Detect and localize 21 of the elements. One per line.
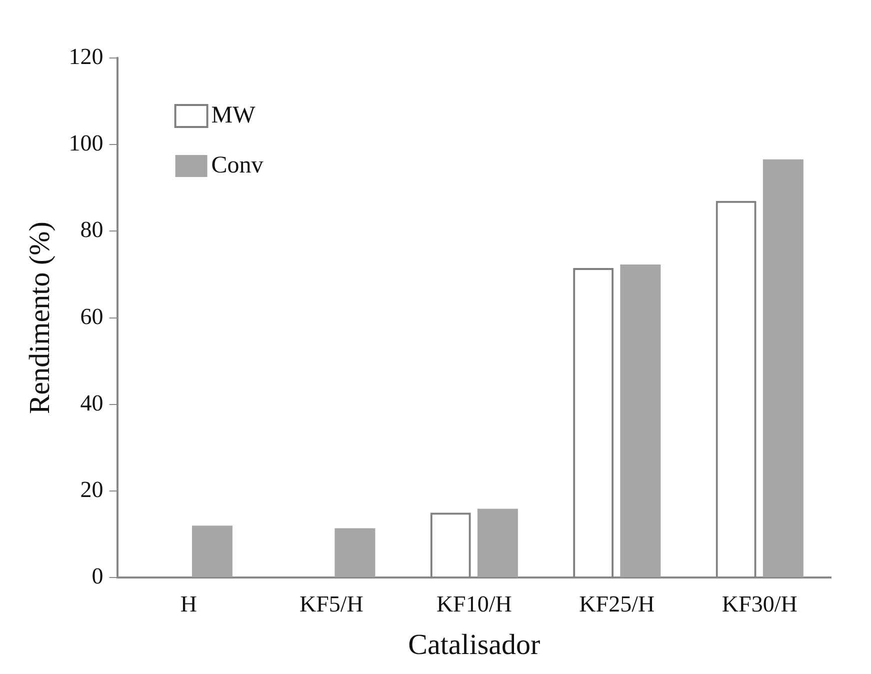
x-tick-label: KF10/H bbox=[436, 591, 512, 616]
bar bbox=[762, 159, 804, 578]
y-tick-label: 60 bbox=[80, 304, 104, 329]
x-tick-label: KF30/H bbox=[722, 591, 798, 616]
x-tick-label: H bbox=[180, 591, 197, 616]
y-axis-title: Rendimento (%) bbox=[24, 222, 56, 414]
bar bbox=[477, 508, 518, 578]
bar bbox=[334, 528, 376, 578]
bar bbox=[620, 264, 661, 578]
x-tick-label: KF25/H bbox=[579, 591, 655, 616]
legend-label: Conv bbox=[211, 152, 264, 178]
y-tick-label: 20 bbox=[80, 477, 104, 502]
y-tick-label: 40 bbox=[80, 390, 104, 416]
x-axis-title: Catalisador bbox=[408, 629, 541, 662]
y-tick-label: 0 bbox=[92, 564, 104, 589]
legend-label: MW bbox=[211, 102, 256, 128]
y-tick-label: 80 bbox=[80, 217, 104, 242]
x-tick-label: KF5/H bbox=[299, 591, 364, 616]
y-tick-label: 120 bbox=[68, 44, 104, 70]
bar bbox=[192, 526, 232, 578]
y-tick-label: 100 bbox=[68, 130, 104, 156]
